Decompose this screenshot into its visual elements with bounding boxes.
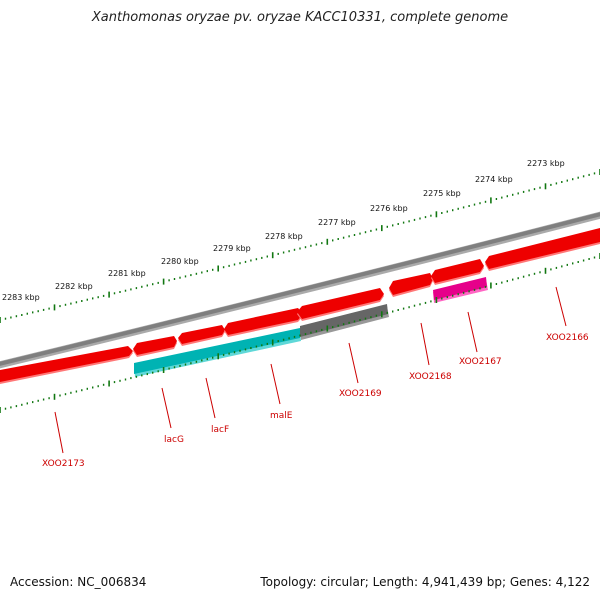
scale-label-2281: 2281 kbp bbox=[108, 269, 146, 278]
gene-xoo2168-upper[interactable] bbox=[389, 273, 433, 297]
scale-label-2277: 2277 kbp bbox=[318, 218, 356, 227]
gene-label-xoo2168[interactable]: XOO2168 bbox=[409, 372, 452, 382]
scale-label-2276: 2276 kbp bbox=[370, 204, 408, 213]
gene-xoo2167-upper[interactable] bbox=[431, 259, 484, 285]
scale-label-2273: 2273 kbp bbox=[527, 159, 565, 168]
gene-malE-upper[interactable] bbox=[224, 308, 303, 337]
gene-xoo2173[interactable] bbox=[0, 346, 133, 384]
inner-scale-ticks bbox=[0, 253, 600, 413]
gene-xoo2169-inner[interactable] bbox=[300, 304, 389, 340]
accession-text: Accession: NC_006834 bbox=[10, 575, 147, 589]
gene-labels: XOO2173 lacG lacF malE XOO2169 XOO2168 X… bbox=[42, 333, 589, 469]
scale-label-2283: 2283 kbp bbox=[2, 293, 40, 302]
gene-xoo2166[interactable] bbox=[485, 228, 600, 271]
scale-label-2280: 2280 kbp bbox=[161, 257, 199, 266]
gene-xoo2169-upper[interactable] bbox=[297, 288, 384, 321]
scale-label-2278: 2278 kbp bbox=[265, 232, 303, 241]
scale-label-2274: 2274 kbp bbox=[475, 175, 513, 184]
outer-scale-ticks bbox=[0, 169, 600, 323]
gene-label-lacG[interactable]: lacG bbox=[164, 435, 184, 445]
gene-label-xoo2167[interactable]: XOO2167 bbox=[459, 357, 502, 367]
scale-label-2275: 2275 kbp bbox=[423, 189, 461, 198]
map-title: Xanthomonas oryzae pv. oryzae KACC10331,… bbox=[91, 10, 509, 25]
gene-label-lacF[interactable]: lacF bbox=[211, 425, 229, 435]
gene-lacG-upper[interactable] bbox=[133, 336, 177, 357]
genome-backbone bbox=[0, 211, 600, 369]
gene-label-xoo2169[interactable]: XOO2169 bbox=[339, 389, 382, 399]
gene-label-xoo2166[interactable]: XOO2166 bbox=[546, 333, 589, 343]
scale-label-2282: 2282 kbp bbox=[55, 282, 93, 291]
label-leaders bbox=[54, 286, 567, 454]
gene-arrows bbox=[0, 228, 600, 384]
genome-summary-text: Topology: circular; Length: 4,941,439 bp… bbox=[260, 575, 590, 589]
gene-label-malE[interactable]: malE bbox=[270, 411, 293, 421]
scale-labels: 2283 kbp 2282 kbp 2281 kbp 2280 kbp 2279… bbox=[2, 159, 565, 302]
gene-label-xoo2173[interactable]: XOO2173 bbox=[42, 459, 85, 469]
gene-lacF-upper[interactable] bbox=[178, 325, 225, 346]
scale-label-2279: 2279 kbp bbox=[213, 244, 251, 253]
